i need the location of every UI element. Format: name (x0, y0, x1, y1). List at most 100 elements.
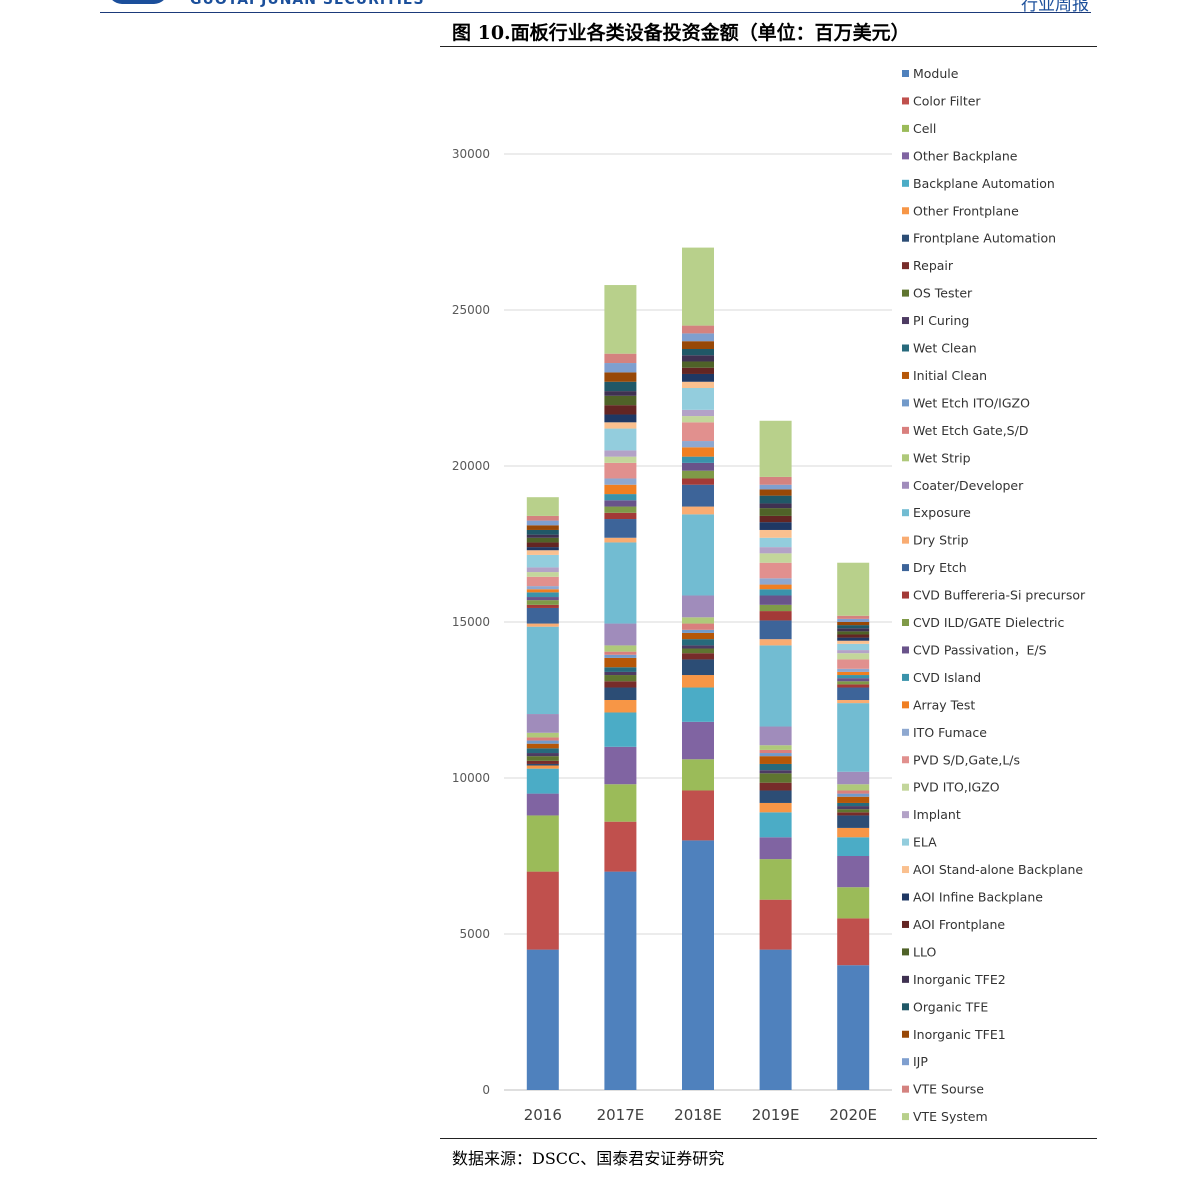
bar-segment (837, 887, 870, 919)
bar-segment (604, 450, 637, 457)
bar-segment (682, 514, 714, 596)
bar-segment (682, 478, 714, 485)
legend-swatch (902, 207, 909, 215)
bar-segment (759, 620, 792, 640)
bar-segment (837, 634, 870, 638)
bar-segment (682, 759, 714, 791)
bar-segment (759, 790, 792, 803)
bar-segment (837, 675, 870, 679)
figure-title: 图 10.面板行业各类设备投资金额（单位：百万美元） (452, 22, 910, 44)
bar-segment (604, 372, 637, 382)
legend-item: CVD ILD/GATE Dielectric (902, 615, 1064, 630)
bar-segment (604, 542, 637, 624)
legend-swatch (902, 481, 909, 489)
bar-segment (526, 534, 559, 538)
legend-swatch (902, 234, 909, 242)
bar-segment (526, 597, 559, 601)
bar-segment (837, 837, 870, 856)
y-tick-label: 20000 (452, 459, 490, 473)
bar-segment (526, 604, 559, 608)
legend-label: VTE System (913, 1109, 988, 1124)
legend-swatch (902, 866, 909, 874)
company-name: GUOTAI JUNAN SECURITIES (190, 0, 425, 8)
bar-segment (837, 562, 870, 616)
bar-segment (837, 681, 870, 685)
legend-swatch (902, 289, 909, 297)
legend-label: Other Frontplane (913, 203, 1019, 218)
bar-segment (682, 632, 714, 640)
legend-swatch (902, 454, 909, 462)
bar-segment (682, 441, 714, 448)
legend-item: VTE System (902, 1109, 988, 1124)
legend-swatch (902, 509, 909, 517)
bar-segment (759, 812, 792, 838)
legend-label: Other Backplane (913, 148, 1018, 163)
legend-label: OS Tester (913, 286, 973, 301)
bar-segment (837, 625, 870, 629)
bar-segment (604, 687, 637, 700)
legend-item: Color Filter (902, 93, 981, 108)
legend-label: Dry Strip (913, 533, 969, 548)
legend-item: AOI Stand-alone Backplane (902, 862, 1083, 877)
bar-segment (604, 405, 637, 415)
x-tick-label: 2020E (829, 1106, 877, 1124)
bar-segment (604, 462, 637, 479)
legend-item: Implant (902, 807, 961, 822)
bar-segment (837, 827, 870, 838)
bar-segment (526, 589, 559, 593)
bar-segment (759, 584, 792, 590)
bar-segment (682, 790, 714, 841)
legend-swatch (902, 124, 909, 132)
legend-item: Module (902, 66, 959, 81)
bar-segment (526, 586, 559, 590)
legend-item: CVD Buffereria-Si precursor (902, 588, 1086, 603)
bar-segment (682, 462, 714, 471)
bar-segment (682, 617, 714, 624)
legend-item: Array Test (902, 697, 975, 712)
legend-label: VTE Sourse (913, 1082, 984, 1097)
y-tick-label: 5000 (459, 927, 490, 941)
legend-item: Wet Strip (902, 450, 971, 465)
bar-segment (837, 703, 870, 772)
x-axis-ticks: 2016 2017E 2018E 2019E 2020E (524, 1106, 877, 1124)
bar-segment (604, 395, 637, 406)
bar-segment (837, 809, 870, 813)
legend-swatch (902, 975, 909, 983)
bar-segment (759, 604, 792, 612)
bar-segment (526, 529, 559, 535)
legend-swatch (902, 673, 909, 681)
legend-swatch (902, 70, 909, 77)
bar-segment (682, 639, 714, 646)
bar-segment (526, 760, 559, 764)
bar-segment (526, 871, 559, 950)
bar-segment (837, 856, 870, 888)
legend-item: ITO Fumace (902, 725, 987, 740)
bar-segment (526, 756, 559, 761)
legend-swatch (902, 783, 909, 791)
bar-segment (837, 637, 870, 641)
legend-item: CVD Island (902, 670, 981, 685)
bar-segment (526, 743, 559, 749)
bar-segment (604, 746, 637, 785)
legend-swatch (902, 1003, 909, 1011)
legend-swatch (902, 344, 909, 352)
legend-label: Wet Strip (913, 450, 971, 465)
legend-item: Other Backplane (902, 148, 1018, 163)
bar-segment (759, 476, 792, 485)
bar-segment (682, 367, 714, 374)
legend-swatch (902, 317, 909, 325)
legend-label: Frontplane Automation (913, 231, 1056, 246)
bar-segment (837, 678, 870, 682)
bar-segment (682, 422, 714, 442)
legend-label: Inorganic TFE1 (913, 1027, 1006, 1042)
bar-segment (526, 525, 559, 530)
legend-label: Organic TFE (913, 999, 988, 1014)
bar-segment (682, 687, 714, 722)
legend-swatch (902, 399, 909, 407)
legend-item: Inorganic TFE1 (902, 1027, 1006, 1042)
bar-segment (682, 659, 714, 676)
legend-swatch (902, 920, 909, 928)
legend-item: Exposure (902, 505, 971, 520)
bar-segment (759, 522, 792, 530)
bar-segment (759, 749, 792, 754)
